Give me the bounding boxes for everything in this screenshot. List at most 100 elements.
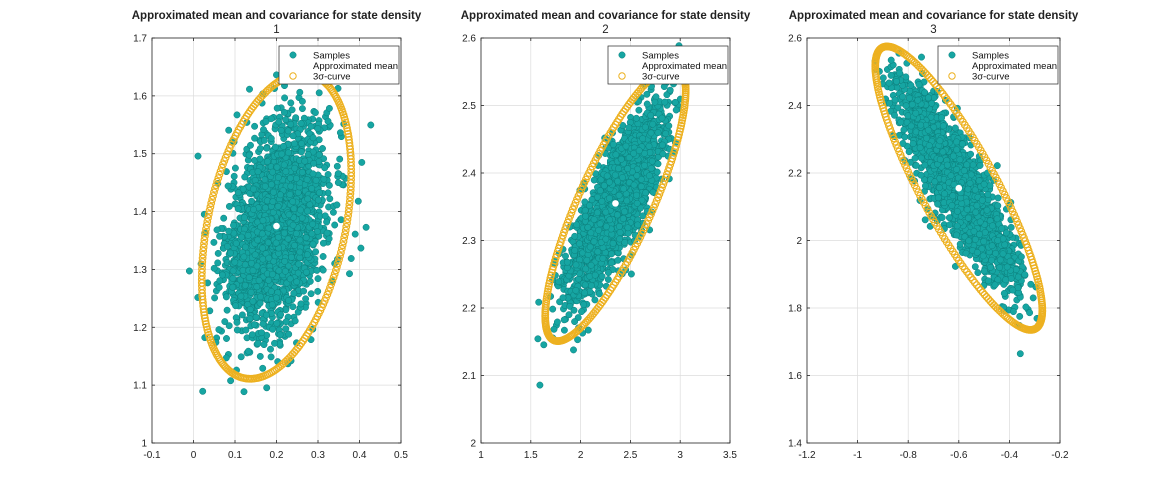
sample-point [603, 172, 611, 180]
sample-point [347, 255, 355, 262]
sample-point [591, 296, 599, 304]
sample-point [315, 151, 323, 159]
sample-point [229, 283, 237, 291]
sample-point [213, 226, 221, 234]
sample-point [609, 141, 617, 148]
sample-point [333, 201, 341, 209]
curve-point [340, 233, 349, 242]
sample-point [309, 134, 317, 142]
sample-point [259, 364, 267, 372]
curve-point [345, 200, 354, 209]
sample-point [639, 212, 647, 220]
sample-point [606, 216, 614, 224]
sample-point [647, 164, 655, 172]
sample-point [249, 297, 257, 305]
sample-point [637, 175, 645, 183]
curve-point [200, 236, 209, 244]
sample-point [194, 152, 202, 160]
sample-point [218, 271, 226, 279]
sample-point [288, 253, 295, 261]
x-tick-label: 0.4 [353, 450, 367, 461]
sample-point [661, 98, 669, 106]
sample-point [321, 164, 329, 172]
curve-point [199, 243, 208, 252]
sample-point [288, 106, 296, 114]
sample-point [555, 278, 563, 286]
curve-point [219, 160, 227, 169]
sample-point [265, 254, 273, 262]
sample-point [199, 387, 207, 395]
sample-point [649, 120, 657, 128]
sample-point [256, 155, 264, 163]
sample-point [268, 181, 275, 189]
curve-point [566, 211, 575, 220]
sample-point [282, 306, 290, 314]
curve-point [215, 170, 224, 179]
sample-point [583, 256, 591, 264]
sample-point [269, 198, 277, 206]
sample-point [284, 127, 292, 135]
curve-point [346, 193, 355, 202]
sample-point [562, 252, 569, 260]
sample-point [291, 241, 298, 249]
sample-point [273, 319, 281, 327]
sample-point [354, 197, 362, 205]
sample-point [319, 266, 327, 274]
sample-point [216, 277, 224, 285]
x-tick-label: -0.1 [143, 450, 161, 461]
sample-point [645, 142, 653, 150]
sample-point [367, 121, 375, 129]
sample-point [280, 229, 288, 237]
sample-point [591, 271, 599, 279]
legend-label-mean: Approximated mean [313, 61, 398, 72]
sample-point [286, 174, 294, 182]
sample-point [233, 318, 241, 326]
curve-point [202, 225, 210, 233]
sample-point [325, 104, 333, 112]
sample-point [560, 316, 568, 324]
sample-point [570, 306, 578, 314]
sample-point [362, 223, 370, 231]
sample-point [540, 341, 548, 349]
sample-point [241, 281, 249, 289]
sample-point [616, 229, 624, 236]
sample-point [241, 173, 249, 181]
subplot-1: -0.1 0 0.1 0.2 0.3 0.4 0.511.11.21.31.41.51.61… [132, 10, 422, 461]
curve-point [337, 248, 345, 257]
sample-point [303, 251, 311, 259]
sample-point [233, 326, 241, 334]
curve-point [344, 208, 353, 216]
sample-point [295, 260, 303, 268]
sample-point [642, 189, 650, 197]
curve-point [659, 180, 668, 189]
sample-point [637, 183, 645, 190]
sample-point [321, 212, 329, 220]
sample-point [615, 165, 622, 172]
sample-point [289, 198, 297, 206]
sample-point [324, 171, 332, 178]
curve-point [343, 219, 351, 228]
curve-point [343, 127, 352, 135]
sample-point [625, 154, 633, 162]
sample-point [241, 243, 249, 251]
sample-point [598, 197, 606, 205]
sample-point [282, 168, 290, 176]
sample-point [221, 318, 229, 326]
mean-point [273, 222, 280, 230]
sample-point [582, 212, 589, 220]
sample-point [654, 160, 662, 168]
sample-point [613, 211, 621, 219]
samples-series [534, 42, 689, 389]
sample-point [307, 290, 315, 298]
sample-point [581, 281, 589, 289]
sample-point [276, 191, 284, 199]
sample-point [590, 238, 598, 246]
sample-point [254, 168, 262, 176]
sample-point [298, 214, 306, 222]
sample-point [605, 178, 613, 186]
sample-point [672, 106, 680, 114]
sample-point [621, 239, 629, 246]
sample-point [249, 267, 257, 274]
curve-point [201, 317, 210, 326]
sample-point [281, 267, 289, 275]
